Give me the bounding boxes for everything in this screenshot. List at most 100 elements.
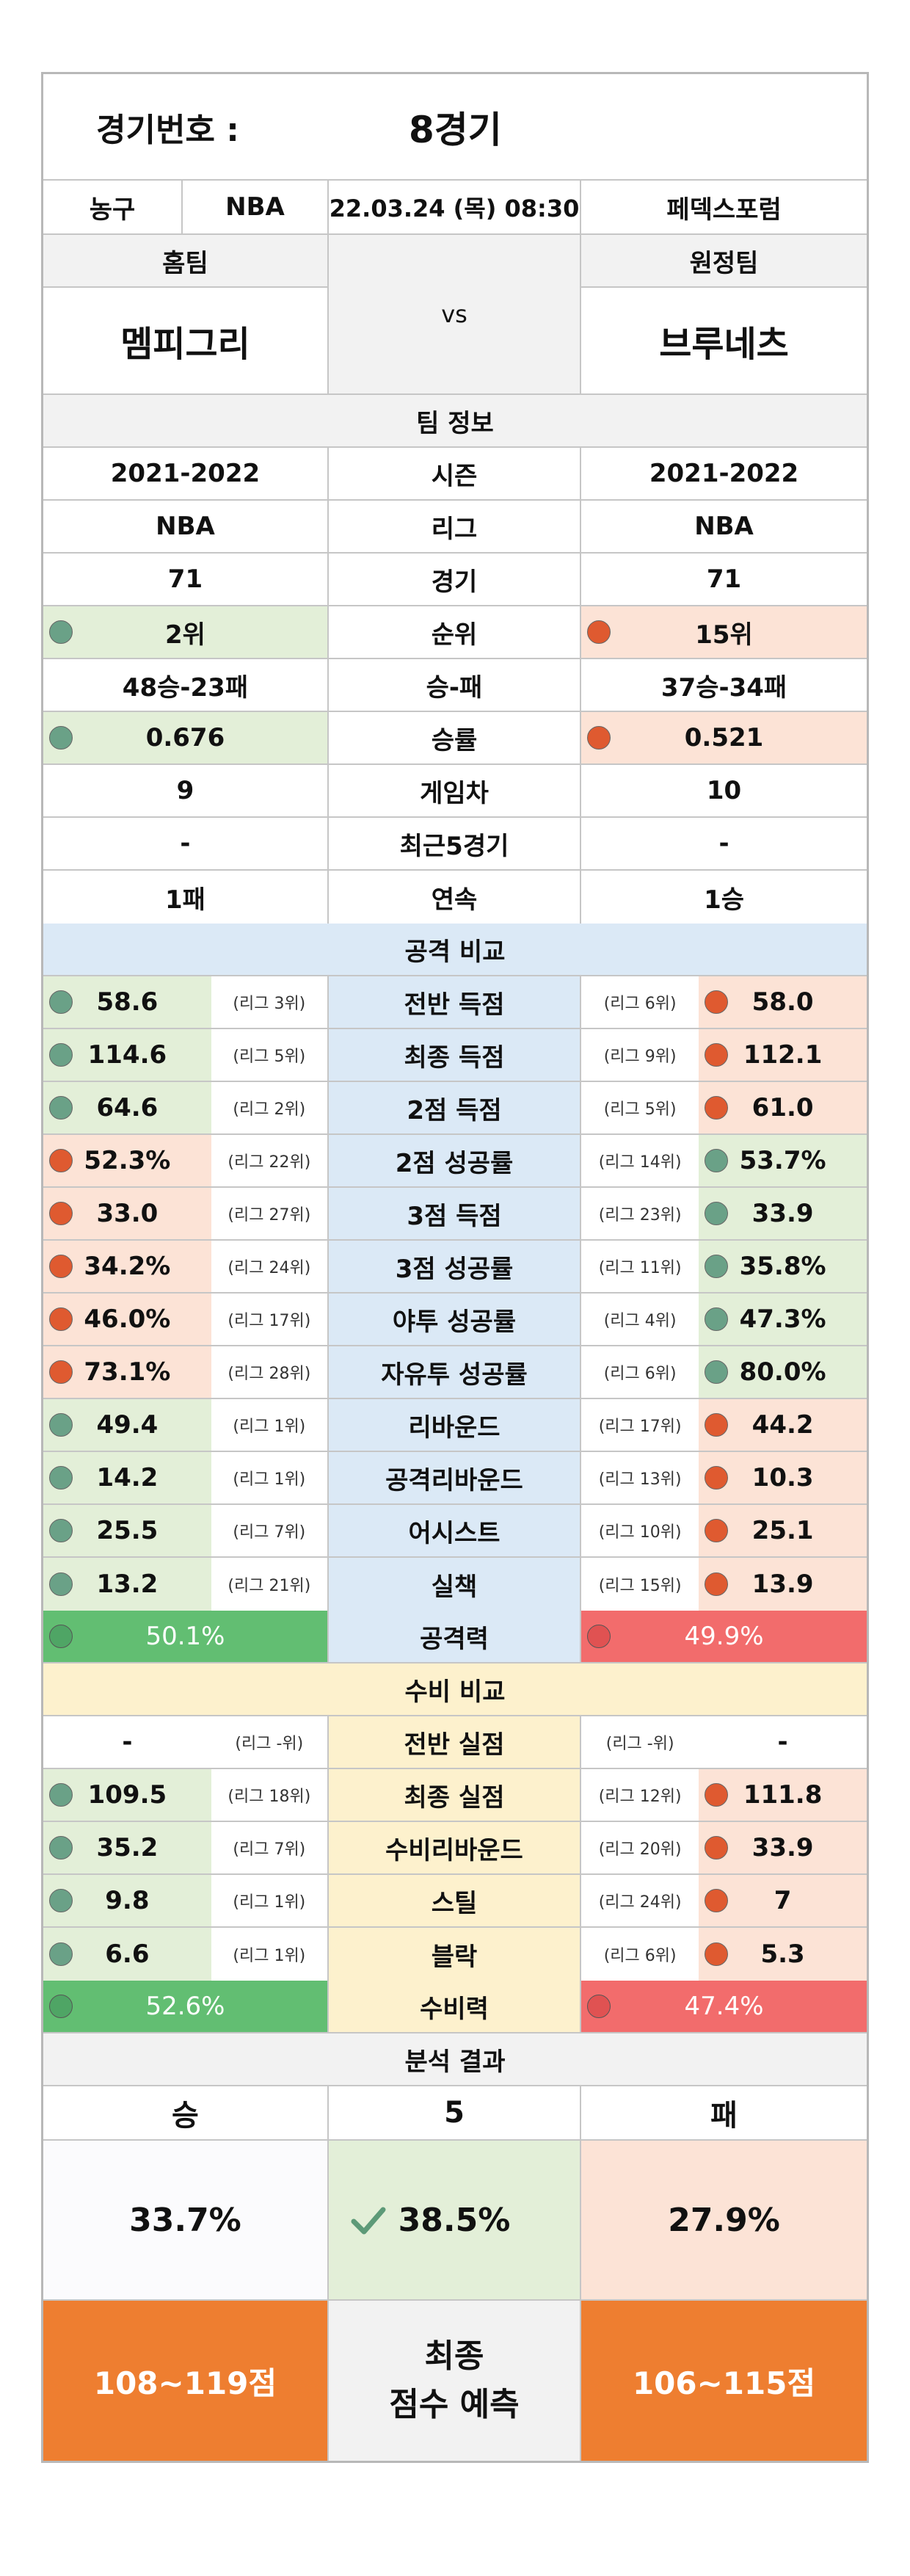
bad-indicator-icon xyxy=(705,1466,729,1490)
away-info-cell: 1승 xyxy=(581,871,867,924)
away-stat-rank: (리그 4위) xyxy=(603,1312,677,1330)
stat-label: 자유투 성공률 xyxy=(328,1346,582,1398)
defense-stat-row: 35.2 (리그 7위) 수비리바운드 (리그 20위) 33.9 xyxy=(43,1822,867,1875)
home-stat-rank: (리그 7위) xyxy=(211,1505,329,1556)
win-label: 승 xyxy=(43,2086,329,2139)
away-stat-rank: (리그 13위) xyxy=(598,1470,682,1489)
checkmark-icon xyxy=(351,2207,386,2235)
home-stat-value: 14.2 xyxy=(43,1452,211,1503)
home-stat-rank: (리그 2위) xyxy=(211,1082,329,1133)
prediction-line1: 최종 xyxy=(424,2337,484,2375)
home-team-label: 홈팀 xyxy=(43,235,327,288)
info-label: 연속 xyxy=(329,871,582,924)
good-indicator-icon xyxy=(49,620,73,644)
away-stat-rank: (리그 9위) xyxy=(603,1048,677,1066)
away-stat-number: 35.8% xyxy=(739,1252,826,1281)
away-stat-value: 47.3% xyxy=(699,1294,867,1345)
home-stat-number: 6.6 xyxy=(105,1940,150,1969)
defense-stat-row: - (리그 -위) 전반 실점 (리그 -위) - xyxy=(43,1716,867,1769)
away-info-cell: 37승-34패 xyxy=(581,659,867,711)
home-stat-rank: (리그 28위) xyxy=(211,1346,329,1398)
good-indicator-icon xyxy=(705,1360,729,1384)
away-stat-rank: (리그 17위) xyxy=(598,1418,682,1436)
home-team: 홈팀 멤피그리 xyxy=(43,235,329,393)
home-stat-value: 13.2 xyxy=(43,1558,211,1611)
info-label: 리그 xyxy=(329,501,582,552)
away-info-value: 15위 xyxy=(695,620,753,650)
home-info-value: 1패 xyxy=(164,885,205,915)
away-stat-rank: (리그 12위) xyxy=(598,1788,682,1806)
prediction-line2: 점수 예측 xyxy=(389,2386,520,2423)
away-info-value: 1승 xyxy=(704,885,744,915)
team-info-title: 팀 정보 xyxy=(43,395,867,446)
defense-title-row: 수비 비교 xyxy=(43,1663,867,1716)
away-info-cell: NBA xyxy=(581,501,867,552)
away-stat-value: 111.8 xyxy=(699,1769,867,1821)
stat-label: 리바운드 xyxy=(328,1399,582,1451)
home-info-value: - xyxy=(180,829,191,858)
home-info-value: 0.676 xyxy=(145,723,225,752)
home-stat-rank: (리그 18위) xyxy=(211,1769,329,1821)
team-info-row: 2위 순위 15위 xyxy=(43,606,867,659)
home-info-value: 48승-23패 xyxy=(122,672,249,703)
team-info-row: 2021-2022 시즌 2021-2022 xyxy=(43,448,867,501)
team-info-title-row: 팀 정보 xyxy=(43,395,867,448)
away-stat-number: 53.7% xyxy=(739,1146,826,1175)
home-attack-power: 50.1% xyxy=(43,1611,329,1662)
home-score-range: 108~119점 xyxy=(43,2301,329,2461)
team-info-row: 48승-23패 승-패 37승-34패 xyxy=(43,659,867,712)
home-stat-number: 13.2 xyxy=(96,1570,159,1599)
attack-table: 58.6 (리그 3위) 전반 득점 (리그 6위) 58.0 114.6 (리그 5위) 최… xyxy=(43,976,867,1611)
stat-label: 어시스트 xyxy=(328,1505,582,1556)
good-indicator-icon xyxy=(705,1307,729,1331)
bad-indicator-icon xyxy=(705,1889,729,1912)
away-defense-power: 47.4% xyxy=(581,1981,867,2032)
attack-stat-row: 14.2 (리그 1위) 공격리바운드 (리그 13위) 10.3 xyxy=(43,1452,867,1505)
home-stat-number: 35.2 xyxy=(96,1833,159,1862)
home-info-cell: 0.676 xyxy=(43,712,329,763)
home-info-cell: - xyxy=(43,818,329,869)
away-attack-power-value: 49.9% xyxy=(684,1622,764,1651)
home-stat-value: 109.5 xyxy=(43,1769,211,1821)
header-row: 경기번호 : 8경기 xyxy=(43,74,867,181)
good-indicator-icon xyxy=(49,1625,73,1648)
team-info-row: NBA 리그 NBA xyxy=(43,501,867,554)
info-label: 승-패 xyxy=(329,659,582,711)
home-stat-value: 49.4 xyxy=(43,1399,211,1451)
away-stat-value: 44.2 xyxy=(699,1399,867,1451)
home-stat-value: 58.6 xyxy=(43,976,211,1028)
away-stat-rank: (리그 -위) xyxy=(605,1735,674,1753)
away-info-cell: 15위 xyxy=(581,606,867,658)
home-stat-rank: (리그 1위) xyxy=(211,1399,329,1451)
away-stat-value: 33.9 xyxy=(699,1822,867,1873)
home-stat-value: 73.1% xyxy=(43,1346,211,1398)
away-score-range: 106~115점 xyxy=(581,2301,867,2461)
vs-label: vs xyxy=(328,235,582,393)
home-stat-rank: (리그 -위) xyxy=(211,1716,329,1768)
away-stat-number: 25.1 xyxy=(751,1516,814,1545)
away-stat-rank: (리그 23위) xyxy=(598,1206,682,1224)
attack-stat-row: 25.5 (리그 7위) 어시스트 (리그 10위) 25.1 xyxy=(43,1505,867,1558)
team-info-row: 71 경기 71 xyxy=(43,554,867,606)
bad-indicator-icon xyxy=(705,1413,729,1437)
away-team-name: 브루네츠 xyxy=(659,324,789,365)
stat-label: 최종 실점 xyxy=(328,1769,582,1821)
home-stat-value: - xyxy=(43,1716,211,1768)
home-stat-value: 35.2 xyxy=(43,1822,211,1873)
bad-indicator-icon xyxy=(49,1255,73,1278)
bad-indicator-icon xyxy=(49,1360,73,1384)
home-stat-value: 33.0 xyxy=(43,1188,211,1239)
bad-indicator-icon xyxy=(705,1836,729,1860)
home-stat-rank: (리그 7위) xyxy=(211,1822,329,1873)
away-info-value: 0.521 xyxy=(684,723,764,752)
score-prediction-row: 108~119점 최종 점수 예측 106~115점 xyxy=(43,2301,867,2461)
away-stat-number: 13.9 xyxy=(751,1570,814,1599)
stat-label: 실책 xyxy=(328,1558,582,1611)
result-pct-row: 33.7% 38.5% 27.9% xyxy=(43,2141,867,2301)
stat-label: 2점 성공률 xyxy=(328,1135,582,1186)
defense-power-label: 수비력 xyxy=(328,1981,582,2032)
good-indicator-icon xyxy=(49,990,73,1014)
away-stat-value: 10.3 xyxy=(699,1452,867,1503)
away-stat-rank: (리그 24위) xyxy=(598,1893,682,1912)
good-indicator-icon xyxy=(49,1043,73,1067)
